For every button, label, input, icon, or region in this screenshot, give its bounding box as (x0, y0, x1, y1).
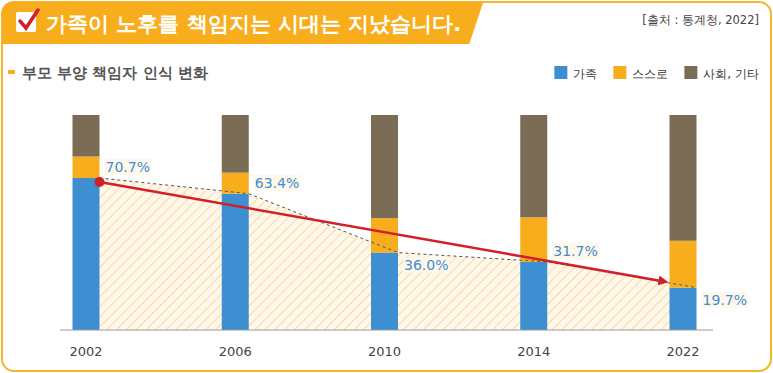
data-label: 36.0% (404, 257, 448, 273)
subtitle: 부모 부양 책임자 인식 변화 (22, 64, 208, 82)
bar (222, 115, 249, 173)
bar (73, 156, 100, 178)
label-patch (702, 292, 748, 308)
subtitle-dash (8, 70, 15, 74)
legend-swatch (613, 66, 626, 79)
bar (73, 115, 100, 156)
legend-label: 가족 (573, 67, 597, 81)
bar (670, 115, 697, 241)
trend-arrow (100, 182, 666, 282)
plot-area (73, 115, 697, 330)
bar (670, 241, 697, 288)
bar (371, 115, 398, 218)
bar (670, 288, 697, 330)
bar (222, 173, 249, 194)
data-label: 31.7% (553, 243, 597, 259)
label-patch (403, 257, 449, 273)
data-label: 70.7% (106, 159, 150, 175)
label-patch (552, 243, 598, 259)
trend-line (100, 178, 697, 288)
bar (371, 253, 398, 330)
legend-swatch (684, 66, 697, 79)
check-mark (20, 10, 38, 28)
data-label: 19.7% (703, 292, 747, 308)
trend-dot (95, 177, 105, 187)
legend-label: 스스로 (632, 67, 668, 81)
title-band (2, 2, 483, 44)
frame (2, 2, 771, 371)
x-tick-label: 2010 (368, 344, 401, 359)
bar (222, 194, 249, 330)
source: [출처 : 통계청, 2022] (642, 13, 759, 27)
x-tick-label: 2022 (666, 344, 699, 359)
bar (520, 217, 547, 262)
title: 가족이 노후를 책임지는 시대는 지났습니다. (46, 12, 461, 36)
legend-label: 사회, 기타 (703, 67, 759, 81)
bar (520, 262, 547, 330)
chart: 가족이 노후를 책임지는 시대는 지났습니다. [출처 : 통계청, 2022] 부… (0, 0, 773, 373)
data-label: 63.4% (255, 175, 299, 191)
label-patch (105, 159, 151, 175)
baseline (60, 330, 713, 331)
x-tick-label: 2002 (69, 344, 102, 359)
x-tick-label: 2006 (219, 344, 252, 359)
x-tick-label: 2014 (517, 344, 550, 359)
bar (520, 115, 547, 217)
legend-swatch (554, 66, 567, 79)
label-patch (254, 175, 300, 191)
bar (73, 178, 100, 330)
